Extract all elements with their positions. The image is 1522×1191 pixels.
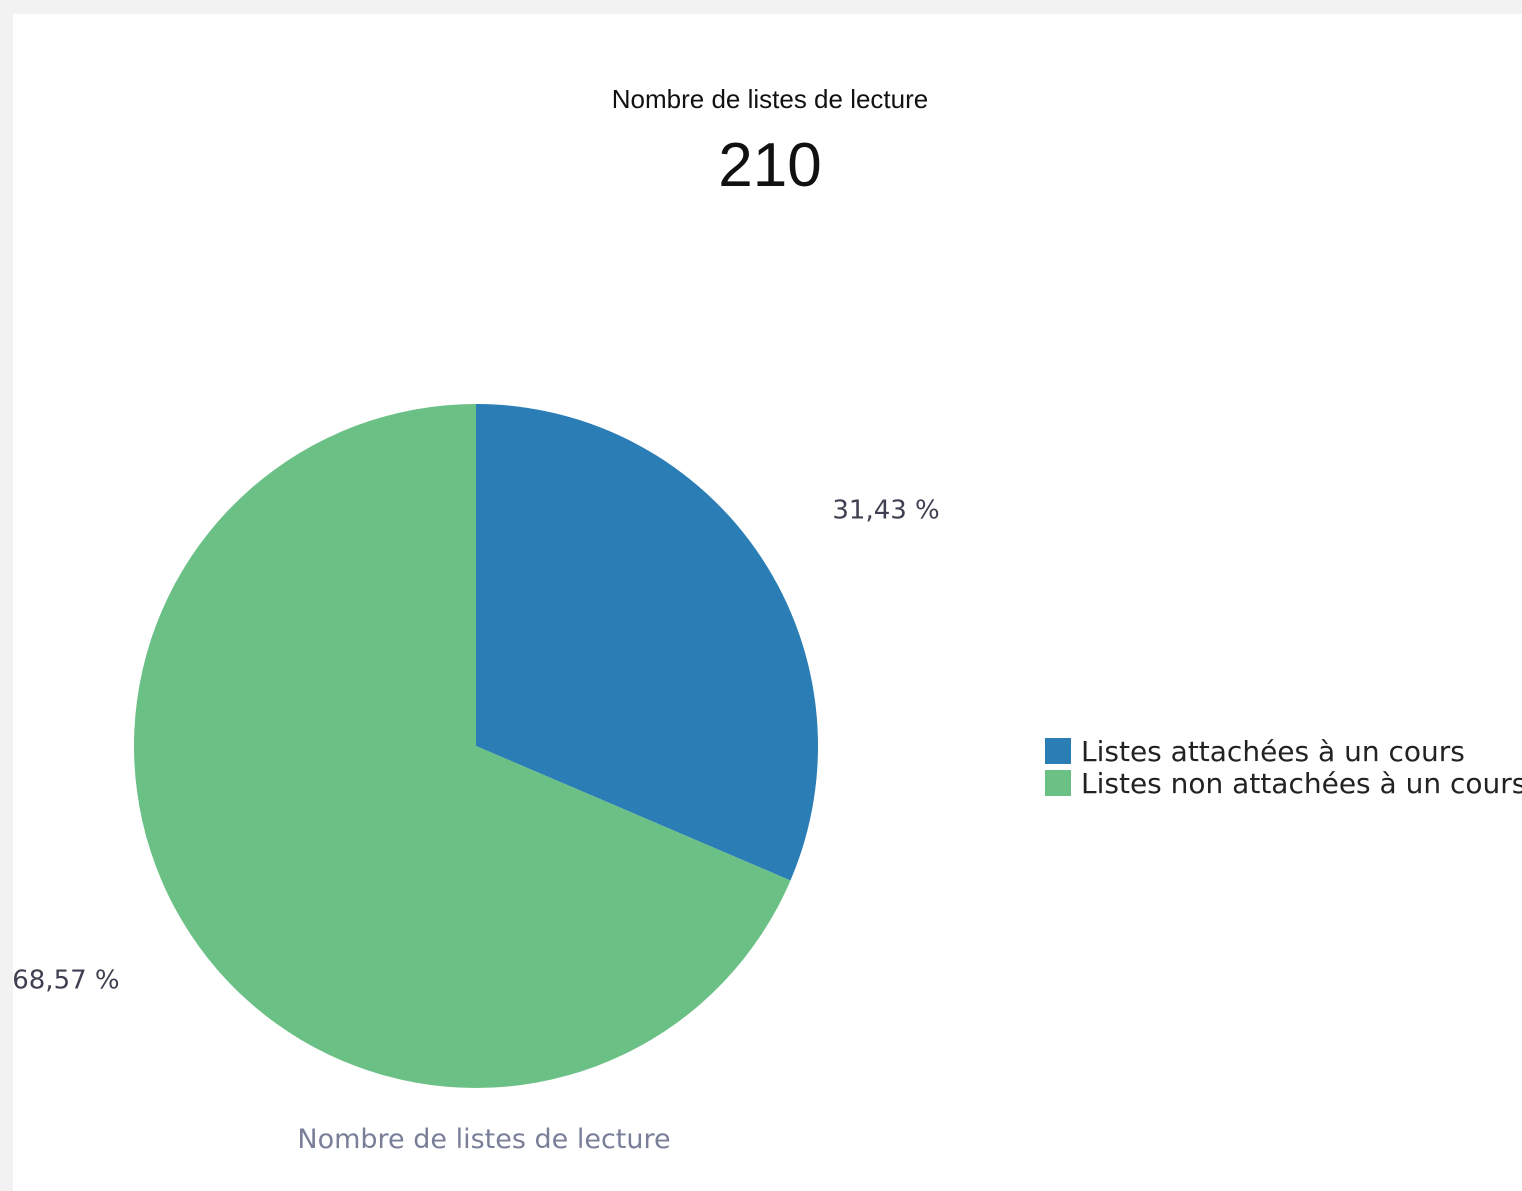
pie-slice-2[interactable] [133,404,791,1089]
legend-swatch-2[interactable] [1045,770,1071,796]
slice-label-1: 31,43 % [832,495,939,525]
pie-slices [133,404,818,1089]
kpi-value: 210 [718,131,822,200]
legend-swatch-1[interactable] [1045,738,1071,764]
pie-slice-1[interactable] [476,404,818,881]
legend-label-1[interactable]: Listes attachées à un cours [1081,735,1465,768]
slice-label-2: 68,57 % [12,966,119,996]
legend-label-2[interactable]: Listes non attachées à un cours [1081,767,1522,800]
pie-slice-labels: 31,43 % 68,57 % [12,495,940,995]
kpi-title: Nombre de listes de lecture [611,84,929,114]
chart-title-label: Nombre de listes de lecture [297,1124,670,1155]
